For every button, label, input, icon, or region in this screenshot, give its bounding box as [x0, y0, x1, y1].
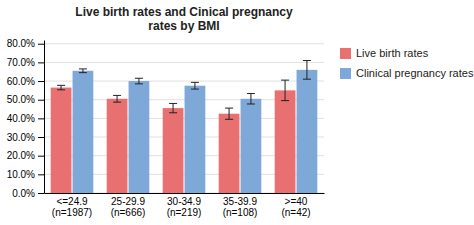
- y-tick: 10.0%: [7, 169, 44, 180]
- bar: [129, 81, 150, 193]
- legend-item: Clinical pregnancy rates: [340, 67, 474, 79]
- y-tick: 20.0%: [7, 150, 44, 161]
- x-tick-label: 25-29.9(n=666): [111, 196, 146, 218]
- y-tick-label: 60.0%: [7, 76, 35, 87]
- y-tick-mark: [38, 100, 44, 101]
- bar: [297, 70, 318, 193]
- bar: [275, 90, 296, 193]
- y-axis: 0.0% 10.0% 20.0% 30.0% 40.0% 50.0% 60.0% 70.0% 8…: [7, 38, 45, 198]
- y-tick-label: 70.0%: [7, 57, 35, 68]
- grid: [44, 44, 324, 193]
- x-tick: 30-34.9(n=219): [167, 196, 202, 218]
- error-bar: [191, 82, 199, 89]
- error-bar: [225, 108, 233, 119]
- error-bar: [135, 78, 143, 84]
- y-tick-mark: [38, 44, 44, 45]
- bar: [163, 108, 184, 193]
- x-tick: <=24.9(n=1987): [52, 196, 92, 218]
- bars: [51, 70, 318, 193]
- legend-item: Live birth rates: [340, 47, 429, 59]
- y-tick-label: 50.0%: [7, 94, 35, 105]
- y-tick: 60.0%: [7, 76, 44, 87]
- error-bar: [281, 80, 289, 101]
- plot-area: 0.0% 10.0% 20.0% 30.0% 40.0% 50.0% 60.0% 70.0% 8…: [7, 38, 325, 218]
- error-bar: [303, 61, 311, 80]
- legend: Live birth rates Clinical pregnancy rates: [340, 47, 474, 79]
- x-tick-label: >=40(n=42): [281, 196, 310, 218]
- y-tick-label: 80.0%: [7, 38, 35, 49]
- y-tick: 80.0%: [7, 38, 44, 49]
- x-tick-label: 30-34.9(n=219): [167, 196, 202, 218]
- y-tick-mark: [38, 137, 44, 138]
- x-tick-label: <=24.9(n=1987): [52, 196, 92, 218]
- marks: [51, 61, 318, 193]
- legend-label: Live birth rates: [356, 47, 429, 59]
- error-bar: [113, 95, 121, 102]
- y-tick-mark: [38, 81, 44, 82]
- x-tick: 25-29.9(n=666): [111, 196, 146, 218]
- x-axis-line: [45, 193, 325, 194]
- y-tick: 40.0%: [7, 113, 44, 124]
- bar: [107, 99, 128, 193]
- y-tick-mark: [38, 118, 44, 119]
- title: Live birth rates and Cinical pregnancyra…: [75, 5, 293, 33]
- y-tick-label: 40.0%: [7, 113, 35, 124]
- y-tick-mark: [38, 193, 44, 194]
- y-tick-mark: [38, 62, 44, 63]
- y-tick-label: 30.0%: [7, 132, 35, 143]
- y-axis-line: [44, 41, 45, 194]
- y-tick: 70.0%: [7, 57, 44, 68]
- y-tick-label: 10.0%: [7, 169, 35, 180]
- error-bar: [57, 85, 65, 89]
- bar: [219, 114, 240, 193]
- error-bars: [57, 61, 311, 120]
- chart-container: 0.0% 10.0% 20.0% 30.0% 40.0% 50.0% 60.0% 70.0% 8…: [0, 0, 474, 225]
- grid-line: [44, 62, 324, 63]
- y-tick: 0.0%: [12, 188, 44, 199]
- chart-svg: 0.0% 10.0% 20.0% 30.0% 40.0% 50.0% 60.0% 70.0% 8…: [0, 0, 474, 225]
- y-tick-label: 0.0%: [12, 188, 35, 199]
- y-tick-label: 20.0%: [7, 150, 35, 161]
- legend-swatch: [340, 48, 351, 59]
- y-tick: 50.0%: [7, 94, 44, 105]
- x-tick-label: 35-39.9(n=108): [223, 196, 258, 218]
- grid-line: [44, 43, 324, 44]
- bar: [241, 99, 262, 193]
- bar: [51, 88, 72, 193]
- bar: [73, 71, 94, 193]
- y-tick: 30.0%: [7, 132, 44, 143]
- x-tick: >=40(n=42): [281, 196, 310, 218]
- bar: [185, 86, 206, 193]
- x-tick: 35-39.9(n=108): [223, 196, 258, 218]
- y-tick-mark: [38, 156, 44, 157]
- error-bar: [79, 69, 87, 73]
- legend-label: Clinical pregnancy rates: [356, 67, 474, 79]
- error-bar: [169, 103, 177, 112]
- x-axis: <=24.9(n=1987) 25-29.9(n=666) 30-34.9(n=21…: [45, 194, 325, 219]
- y-tick-mark: [38, 174, 44, 175]
- error-bar: [247, 94, 255, 104]
- legend-swatch: [340, 68, 351, 79]
